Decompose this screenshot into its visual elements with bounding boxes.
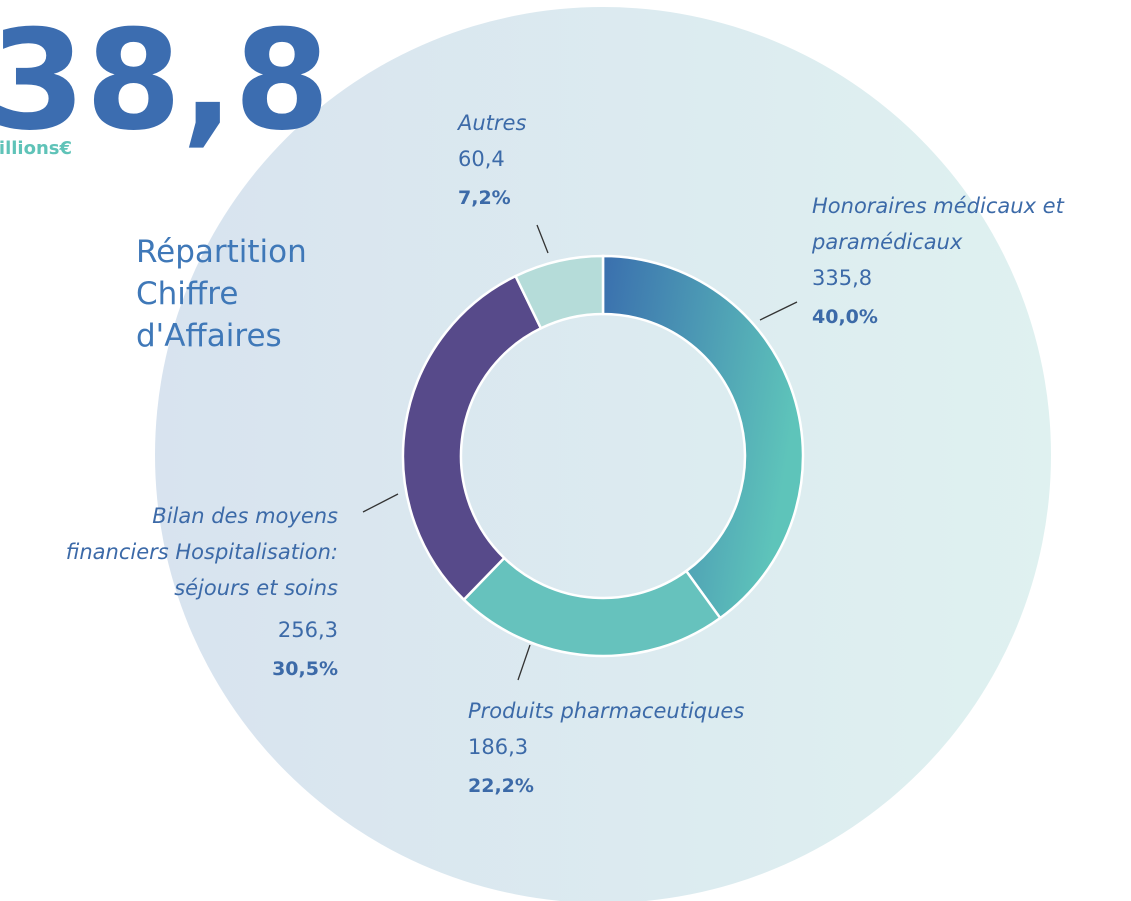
total-unit: millions€ (0, 138, 72, 159)
leader-line (759, 301, 798, 321)
share-label: 30,5% (272, 658, 338, 680)
chart-title: Répartition Chiffre d'Affaires (136, 234, 307, 354)
background-circle (155, 7, 1051, 901)
category-label: financiers Hospitalisation: (66, 540, 338, 564)
category-label: Autres (456, 111, 526, 135)
value-label: 186,3 (468, 735, 528, 759)
share-label: 7,2% (458, 187, 511, 209)
category-label: séjours et soins (174, 576, 338, 600)
category-label: Produits pharmaceutiques (468, 699, 744, 723)
leader-line (536, 224, 549, 254)
share-label: 22,2% (468, 775, 534, 797)
total-figure: 838,8 (0, 0, 330, 161)
title-line: d'Affaires (136, 318, 282, 354)
labels: Honoraires médicaux et paramédicaux 335,8 4… (66, 111, 1065, 797)
donut-segment (513, 254, 605, 330)
category-label: Honoraires médicaux et (812, 194, 1065, 218)
title-line: Chiffre (136, 276, 238, 312)
donut-segment (401, 274, 543, 602)
category-label: Bilan des moyens (152, 504, 338, 528)
leader-line (362, 493, 399, 513)
donut (401, 254, 805, 658)
value-label: 256,3 (278, 618, 338, 642)
donut-segment (601, 254, 805, 620)
leader-line (517, 644, 531, 681)
share-label: 40,0% (812, 306, 878, 328)
value-label: 60,4 (458, 147, 505, 171)
title-line: Répartition (136, 234, 307, 270)
value-label: 335,8 (812, 266, 872, 290)
category-label: paramédicaux (811, 230, 963, 254)
